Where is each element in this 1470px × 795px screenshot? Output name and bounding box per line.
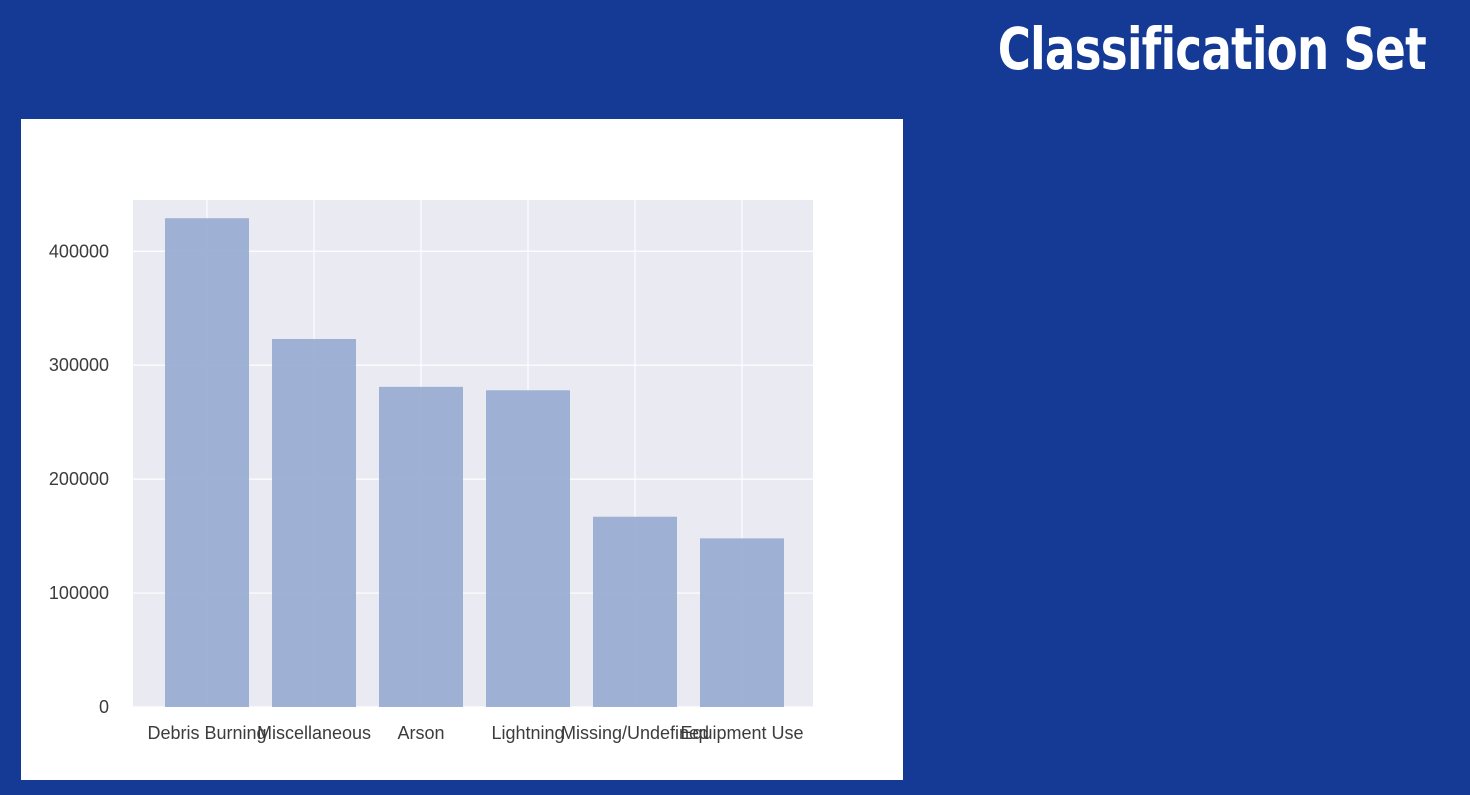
y-tick-labels: 0 100000 200000 300000 400000 xyxy=(49,241,109,717)
bar xyxy=(700,538,784,707)
x-tick-label: Missing/Undefined xyxy=(561,723,709,743)
y-tick-label: 0 xyxy=(99,697,109,717)
x-tick-label: Arson xyxy=(397,723,444,743)
y-tick-label: 400000 xyxy=(49,241,109,261)
chart-panel: 0 100000 200000 300000 400000 Debris Burning… xyxy=(21,119,903,780)
bar xyxy=(486,390,570,707)
x-tick-label: Miscellaneous xyxy=(257,723,371,743)
bar xyxy=(272,338,356,707)
slide-title: Classification Set xyxy=(997,15,1427,83)
x-tick-label: Debris Burning xyxy=(147,723,266,743)
bars xyxy=(165,218,784,707)
y-tick-label: 200000 xyxy=(49,469,109,489)
bar-chart: 0 100000 200000 300000 400000 Debris Burning… xyxy=(49,200,813,743)
x-tick-label: Equipment Use xyxy=(680,723,803,743)
x-tick-label: Lightning xyxy=(491,723,564,743)
bar xyxy=(593,516,677,707)
y-tick-label: 100000 xyxy=(49,583,109,603)
bar xyxy=(379,386,463,707)
y-tick-label: 300000 xyxy=(49,355,109,375)
bar xyxy=(165,218,249,707)
